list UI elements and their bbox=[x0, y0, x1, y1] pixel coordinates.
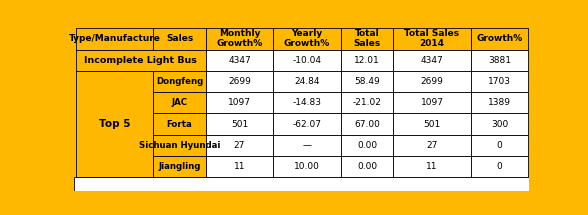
Text: 24.84: 24.84 bbox=[294, 77, 320, 86]
Bar bbox=[206, 114, 273, 135]
Text: 27: 27 bbox=[234, 141, 245, 150]
Bar bbox=[393, 71, 471, 92]
Bar bbox=[471, 28, 528, 50]
Bar bbox=[471, 156, 528, 177]
Text: JAC: JAC bbox=[172, 98, 188, 107]
Text: 27: 27 bbox=[426, 141, 437, 150]
Bar bbox=[76, 28, 153, 50]
Bar bbox=[471, 92, 528, 114]
Bar bbox=[153, 28, 206, 50]
Text: 1097: 1097 bbox=[228, 98, 251, 107]
Text: 10.00: 10.00 bbox=[294, 162, 320, 171]
Bar bbox=[206, 135, 273, 156]
Bar bbox=[153, 114, 206, 135]
Text: 0: 0 bbox=[497, 141, 502, 150]
Text: -21.02: -21.02 bbox=[353, 98, 382, 107]
Bar bbox=[393, 92, 471, 114]
Text: -62.07: -62.07 bbox=[293, 120, 322, 129]
Text: 4347: 4347 bbox=[420, 56, 443, 65]
Bar bbox=[206, 156, 273, 177]
Bar bbox=[273, 135, 341, 156]
Bar bbox=[206, 92, 273, 114]
Bar bbox=[273, 92, 341, 114]
Bar bbox=[393, 156, 471, 177]
Text: 0.00: 0.00 bbox=[357, 162, 377, 171]
Text: -14.83: -14.83 bbox=[293, 98, 322, 107]
Text: 501: 501 bbox=[423, 120, 440, 129]
Bar bbox=[341, 50, 393, 71]
Text: 3881: 3881 bbox=[488, 56, 511, 65]
Text: 58.49: 58.49 bbox=[354, 77, 380, 86]
Text: Sales: Sales bbox=[166, 34, 193, 43]
Bar bbox=[341, 28, 393, 50]
Text: Monthly
Growth%: Monthly Growth% bbox=[216, 29, 263, 48]
Bar bbox=[471, 135, 528, 156]
Text: 67.00: 67.00 bbox=[354, 120, 380, 129]
Bar bbox=[76, 50, 206, 71]
Text: 1389: 1389 bbox=[488, 98, 511, 107]
Bar bbox=[471, 71, 528, 92]
Text: 0: 0 bbox=[497, 162, 502, 171]
Bar bbox=[273, 71, 341, 92]
Text: 300: 300 bbox=[491, 120, 508, 129]
Text: 11: 11 bbox=[234, 162, 245, 171]
Bar bbox=[206, 71, 273, 92]
Bar bbox=[341, 135, 393, 156]
Bar bbox=[341, 92, 393, 114]
Text: 501: 501 bbox=[231, 120, 248, 129]
Text: 12.01: 12.01 bbox=[354, 56, 380, 65]
Text: -10.04: -10.04 bbox=[293, 56, 322, 65]
Bar bbox=[471, 50, 528, 71]
Text: 2699: 2699 bbox=[228, 77, 251, 86]
Bar bbox=[153, 71, 206, 92]
Bar bbox=[273, 28, 341, 50]
Bar bbox=[393, 135, 471, 156]
Bar bbox=[471, 114, 528, 135]
Text: Type/Manufacture: Type/Manufacture bbox=[69, 34, 161, 43]
Text: Growth%: Growth% bbox=[476, 34, 523, 43]
Text: 4347: 4347 bbox=[228, 56, 251, 65]
Bar bbox=[341, 71, 393, 92]
Bar bbox=[393, 114, 471, 135]
Bar bbox=[206, 50, 273, 71]
Bar bbox=[153, 92, 206, 114]
Bar bbox=[341, 156, 393, 177]
Text: 1097: 1097 bbox=[420, 98, 443, 107]
Bar bbox=[76, 71, 153, 177]
Text: 0.00: 0.00 bbox=[357, 141, 377, 150]
Text: Sichuan Hyundai: Sichuan Hyundai bbox=[139, 141, 220, 150]
Text: Incomplete Light Bus: Incomplete Light Bus bbox=[84, 56, 197, 65]
Bar bbox=[273, 50, 341, 71]
Text: Dongfeng: Dongfeng bbox=[156, 77, 203, 86]
Text: —: — bbox=[303, 141, 312, 150]
Bar bbox=[74, 177, 529, 191]
Text: 1703: 1703 bbox=[488, 77, 511, 86]
Bar bbox=[341, 114, 393, 135]
Text: Total
Sales: Total Sales bbox=[353, 29, 380, 48]
Text: Jiangling: Jiangling bbox=[158, 162, 201, 171]
Text: Top 5: Top 5 bbox=[99, 119, 131, 129]
Text: 11: 11 bbox=[426, 162, 438, 171]
Bar bbox=[393, 50, 471, 71]
Text: Forta: Forta bbox=[166, 120, 192, 129]
Bar bbox=[273, 156, 341, 177]
Text: Yearly
Growth%: Yearly Growth% bbox=[284, 29, 330, 48]
Bar bbox=[206, 28, 273, 50]
Text: Total Sales
2014: Total Sales 2014 bbox=[405, 29, 460, 48]
Bar bbox=[273, 114, 341, 135]
Bar bbox=[393, 28, 471, 50]
Text: 2699: 2699 bbox=[420, 77, 443, 86]
Bar bbox=[153, 135, 206, 156]
Bar bbox=[153, 156, 206, 177]
